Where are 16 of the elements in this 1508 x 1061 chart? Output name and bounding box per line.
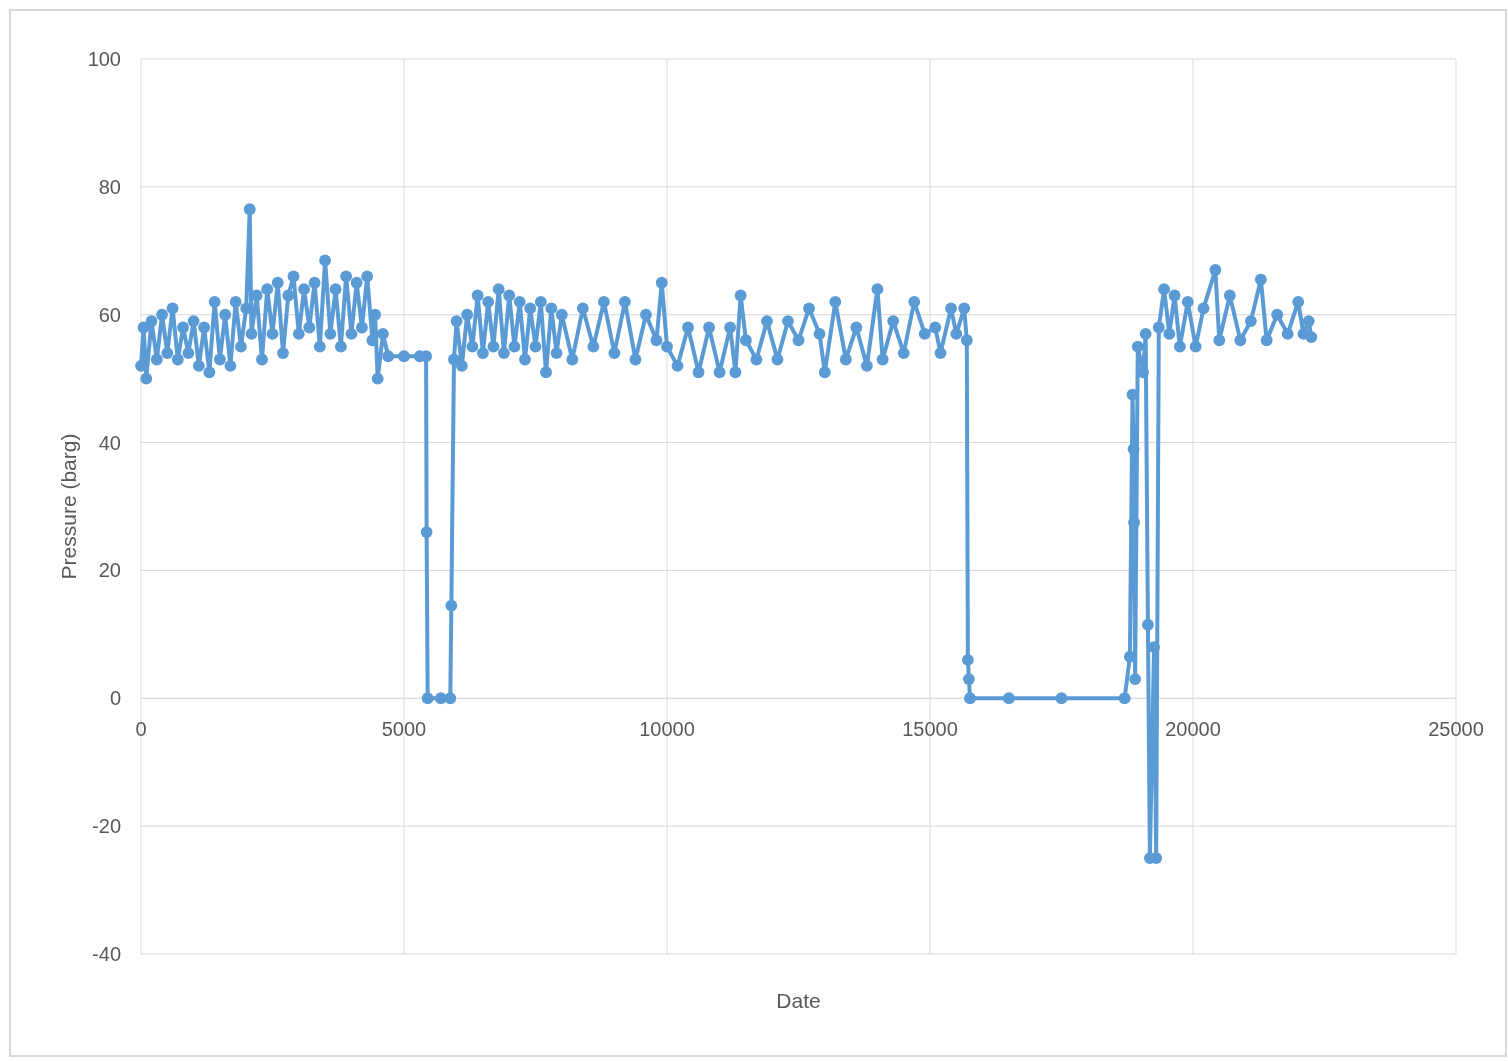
x-tick-label: 5000 — [381, 718, 427, 741]
x-tick-label: 10000 — [639, 718, 695, 741]
x-tick-label: 15000 — [902, 718, 958, 741]
x-tick-label: 0 — [135, 718, 147, 741]
y-tick-label: 20 — [98, 559, 121, 582]
y-tick-label: -40 — [92, 943, 121, 965]
y-axis-title: Pressure (barg) — [57, 433, 80, 580]
y-tick-label: 40 — [98, 431, 121, 454]
x-tick-label: 25000 — [1428, 718, 1484, 741]
x-axis-title: Date — [776, 989, 821, 1012]
y-tick-label: 60 — [98, 303, 121, 326]
y-tick-label: -20 — [92, 815, 121, 838]
y-tick-label: 0 — [109, 687, 121, 710]
y-tick-label: 80 — [98, 175, 121, 198]
y-tick-label: 100 — [87, 48, 121, 70]
x-tick-label: 20000 — [1165, 718, 1221, 741]
